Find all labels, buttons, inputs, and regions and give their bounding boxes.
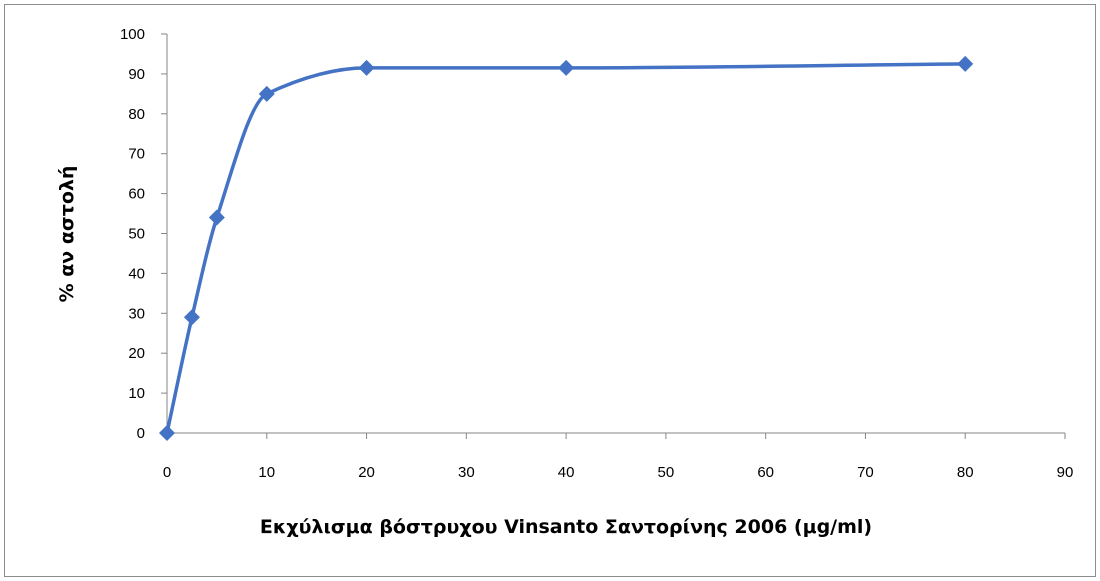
x-tick-label: 70 (857, 464, 874, 481)
x-tick-label: 60 (757, 464, 774, 481)
y-tick-label: 50 (128, 226, 145, 243)
data-point-marker (159, 425, 175, 441)
y-axis: 0 10 20 30 40 50 60 70 80 90 100 (120, 26, 168, 442)
data-point-marker (208, 209, 225, 226)
y-tick-label: 0 (137, 425, 145, 442)
series-group (159, 55, 974, 441)
x-tick-label: 30 (458, 464, 475, 481)
data-point-marker (183, 309, 200, 326)
y-axis-title: % αν αστολή (56, 166, 78, 303)
x-tick-label: 40 (558, 464, 575, 481)
y-tick-label: 100 (120, 26, 145, 43)
y-tick-label: 60 (128, 186, 145, 203)
x-axis-title: Εκχύλισμα βόστρυχου Vinsanto Σαντορίνης … (260, 516, 872, 538)
y-tick-label: 80 (128, 106, 145, 123)
y-tick-label: 70 (128, 146, 145, 163)
y-tick-label: 90 (128, 66, 145, 83)
x-axis: 0 10 20 30 40 50 60 70 80 90 (163, 432, 1074, 481)
x-tick-label: 10 (258, 464, 275, 481)
series-line (165, 62, 966, 434)
y-tick-label: 40 (128, 265, 145, 282)
x-tick-label: 80 (957, 464, 974, 481)
data-point-marker (957, 55, 974, 72)
x-tick-label: 0 (163, 464, 171, 481)
y-tick-label: 10 (128, 385, 145, 402)
x-tick-label: 90 (1057, 464, 1074, 481)
data-point-marker (358, 59, 375, 76)
data-point-marker (558, 59, 575, 76)
y-tick-label: 30 (128, 305, 145, 322)
data-point-marker (258, 85, 275, 102)
chart-frame (4, 4, 1096, 577)
x-tick-label: 50 (658, 464, 675, 481)
x-tick-label: 20 (358, 464, 375, 481)
y-tick-label: 20 (128, 345, 145, 362)
